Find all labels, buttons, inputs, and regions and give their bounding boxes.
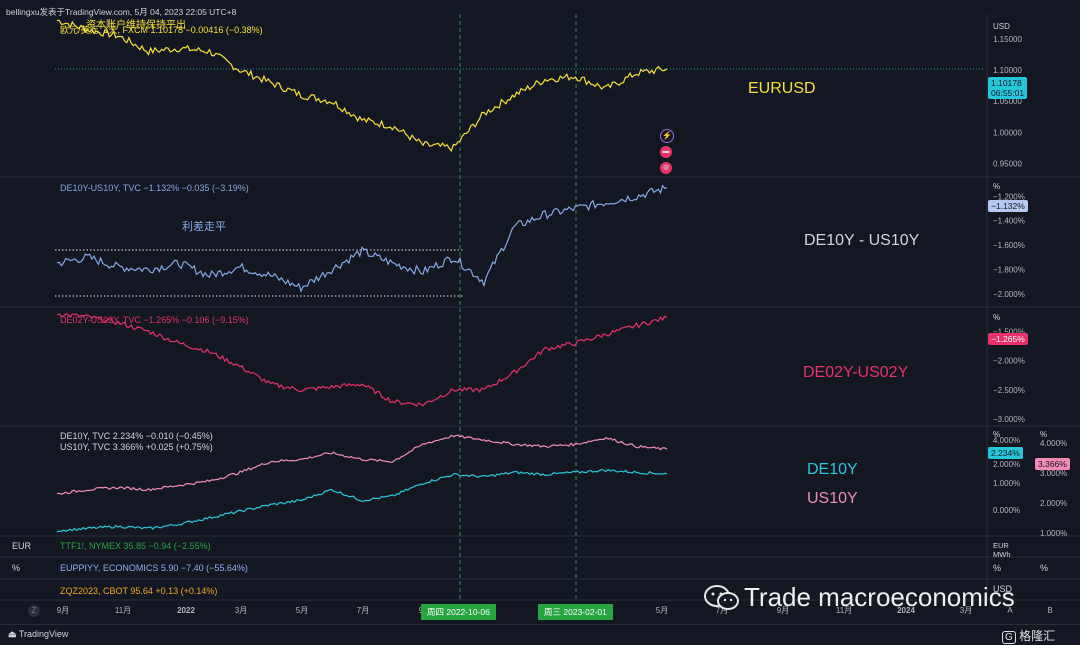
- spread10-y-tick: −1.200%: [993, 192, 1025, 201]
- publish-info: bellingxu发表于TradingView.com, 5月 04, 2023…: [6, 7, 237, 17]
- spread02-last-tag: −1.265%: [988, 333, 1028, 345]
- us10y-header: US10Y, TVC 3.366% +0.025 (+0.75%): [60, 442, 213, 452]
- de10y-us10y-label: DE10Y - US10Y: [804, 232, 920, 249]
- x-axis-label: 9月: [57, 606, 69, 615]
- de10y-last-tag: 2.234%: [988, 447, 1023, 459]
- de10y-header: DE10Y, TVC 2.234% −0.010 (−0.45%): [60, 431, 213, 441]
- yield-unit-left: %: [993, 430, 1001, 439]
- eurusd-unit: USD: [993, 22, 1010, 31]
- de10y-us10y-header: DE10Y-US10Y, TVC −1.132% −0.035 (−3.19%): [60, 183, 249, 193]
- yield-right-y-tick: 2.000%: [1040, 499, 1067, 508]
- eurusd-y-tick: 1.15000: [993, 35, 1022, 44]
- eurusd-label: EURUSD: [748, 80, 816, 97]
- spread02-y-tick: −3.000%: [993, 415, 1025, 424]
- us10y-line: [56, 434, 668, 495]
- spread10-last-tag: −1.132%: [988, 200, 1028, 212]
- yield-left-y-tick: 1.000%: [993, 479, 1020, 488]
- eurusd-countdown: 06:55:01: [991, 88, 1025, 98]
- x-axis-label: 7月: [357, 606, 369, 615]
- zoom-icon[interactable]: Z: [28, 605, 40, 617]
- yield-right-y-tick: 4.000%: [1040, 439, 1067, 448]
- eurusd-y-tick: 1.00000: [993, 128, 1022, 137]
- eurusd-last-tag: 1.10178 06:55:01: [988, 77, 1028, 99]
- eu-flag-icon[interactable]: ◍: [660, 162, 672, 174]
- spread10-y-tick: −2.000%: [993, 290, 1025, 299]
- eurusd-last-value: 1.10178: [991, 78, 1022, 88]
- euppi-row: EUPPIYY, ECONOMICS 5.90 −7.40 (−55.64%): [60, 563, 248, 573]
- spread10-unit: %: [993, 182, 1001, 191]
- de02y-us02y-label: DE02Y-US02Y: [803, 364, 909, 381]
- yield-unit-right: %: [1040, 430, 1048, 439]
- euppi-text: EUPPIYY, ECONOMICS 5.90 −7.40 (−55.64%): [60, 563, 248, 573]
- row1-unit: EUR: [12, 541, 32, 551]
- tradingview-logo: ⏏ TradingView: [8, 629, 68, 640]
- brand-text: 格隆汇: [1019, 629, 1056, 643]
- spread02-y-tick: −2.000%: [993, 357, 1025, 366]
- x-axis-label: 5月: [656, 606, 668, 615]
- spread02-y-tick: −1.500%: [993, 327, 1025, 336]
- de10y-line: [56, 468, 668, 533]
- de02y-us02y-header: DE02Y-US02Y, TVC −1.265% −0.106 (−9.15%): [60, 315, 249, 325]
- x-axis-label: 11月: [836, 606, 852, 615]
- yield-right-y-tick: 1.000%: [1040, 529, 1067, 538]
- row2-right-unit: %: [993, 563, 1002, 573]
- yield-left-y-tick: 0.000%: [993, 506, 1020, 515]
- x-axis-label: 5月: [296, 606, 308, 615]
- eurusd-y-tick: 0.95000: [993, 160, 1022, 169]
- spread10-y-tick: −1.600%: [993, 241, 1025, 250]
- wechat-icon: [704, 584, 740, 612]
- eurusd-header: 欧元/美元, 1天, FXCM 1.10178 −0.00416 (−0.38%…: [60, 25, 263, 35]
- tv-logo-icon: ⏏: [8, 629, 17, 639]
- spread10-y-tick: −1.800%: [993, 265, 1025, 274]
- eurusd-annotation: 资本账户维持保持平出: [86, 20, 186, 31]
- spread02-unit: %: [993, 313, 1001, 322]
- crosshair-date-2: 周三 2023-02-01: [538, 604, 613, 620]
- eurusd-y-tick: 1.10000: [993, 66, 1022, 75]
- row3-right-unit: USD: [993, 584, 1013, 594]
- row2-right-unit-2: %: [1040, 563, 1049, 573]
- ttf-row: TTF1!, NYMEX 35.85 −0.94 (−2.55%): [60, 541, 211, 551]
- crosshair-date-1: 周四 2022-10-06: [421, 604, 496, 620]
- yield-left-y-tick: 4.000%: [993, 436, 1020, 445]
- row1-right-unit: EUR MWh: [993, 541, 1011, 559]
- us-flag-icon[interactable]: ▬: [660, 146, 672, 158]
- lightning-icon[interactable]: ⚡: [660, 129, 674, 143]
- zq-row: ZQZ2023, CBOT 95.64 +0.13 (+0.14%): [60, 586, 217, 596]
- gelonghui-icon: G: [1002, 631, 1016, 644]
- x-axis-label: 3月: [235, 606, 247, 615]
- yield-right-y-tick: 3.000%: [1040, 469, 1067, 478]
- spread10-y-tick: −1.400%: [993, 217, 1025, 226]
- de10y-label: DE10Y: [807, 461, 858, 478]
- x-axis-label: 9月: [777, 606, 789, 615]
- footer: ⏏ TradingView G 格隆汇: [0, 624, 1080, 645]
- x-axis-label: 2024: [897, 606, 915, 615]
- us10y-label: US10Y: [807, 490, 858, 507]
- x-axis-label: 3月: [960, 606, 972, 615]
- x-axis-label: 11月: [115, 606, 131, 615]
- row2-unit: %: [12, 563, 21, 573]
- watermark-text: Trade macroeconomics: [744, 582, 1015, 612]
- spread02-y-tick: −2.500%: [993, 386, 1025, 395]
- brand-logo: G 格隆汇: [1002, 627, 1055, 644]
- eurusd-y-tick: 1.05000: [993, 97, 1022, 106]
- ttf-text: TTF1!, NYMEX 35.85 −0.94 (−2.55%): [60, 541, 211, 551]
- spread-annotation: 利差走平: [182, 221, 226, 233]
- de02y-us02y-line: [56, 313, 668, 407]
- us10y-last-tag: 3.366%: [1035, 458, 1070, 470]
- x-axis-label: B: [1047, 606, 1052, 615]
- yield-left-y-tick: 2.000%: [993, 460, 1020, 469]
- x-axis-label: 7月: [716, 606, 728, 615]
- eurusd-line: [56, 19, 668, 153]
- x-axis-label: A: [1007, 606, 1013, 615]
- x-axis-label: 2022: [177, 606, 195, 615]
- tradingview-logo-text: TradingView: [18, 629, 69, 639]
- de10y-us10y-line: [56, 184, 668, 293]
- zq-text: ZQZ2023, CBOT 95.64 +0.13 (+0.14%): [60, 586, 218, 596]
